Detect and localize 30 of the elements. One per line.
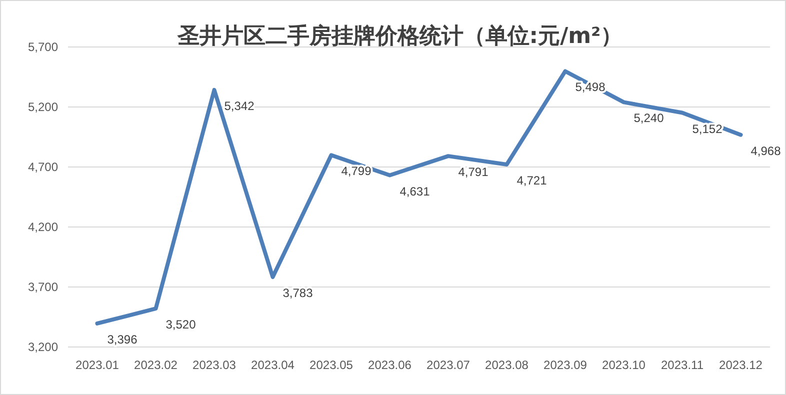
chart-title: 圣井片区二手房挂牌价格统计（单位:元/m²） xyxy=(176,23,623,49)
x-tick-label: 2023.05 xyxy=(310,358,354,372)
data-label: 3,396 xyxy=(107,332,138,346)
data-label: 4,968 xyxy=(750,144,782,158)
y-tick-label: 3,200 xyxy=(28,340,58,354)
data-label: 5,240 xyxy=(634,111,664,126)
x-tick-label: 2023.08 xyxy=(485,358,529,372)
x-tick-label: 2023.03 xyxy=(192,358,236,372)
y-tick-label: 5,200 xyxy=(28,100,58,114)
x-tick-label: 2023.01 xyxy=(76,358,120,372)
x-tick-label: 2023.10 xyxy=(602,358,646,372)
y-tick-label: 4,200 xyxy=(28,220,58,234)
x-tick-label: 2023.06 xyxy=(368,358,412,372)
data-label: 4,799 xyxy=(341,164,372,178)
data-label: 3,520 xyxy=(166,318,196,332)
y-tick-label: 3,700 xyxy=(28,280,58,294)
data-label: 4,721 xyxy=(516,173,548,188)
x-tick-label: 2023.11 xyxy=(661,358,704,372)
x-tick-label: 2023.12 xyxy=(719,358,763,372)
x-tick-label: 2023.04 xyxy=(251,358,295,372)
data-label: 5,152 xyxy=(692,122,723,136)
data-label: 4,791 xyxy=(458,165,489,180)
x-tick-label: 2023.07 xyxy=(426,358,470,372)
x-tick-label: 2023.02 xyxy=(134,358,178,372)
data-label: 3,783 xyxy=(282,286,314,300)
y-tick-label: 4,700 xyxy=(28,160,58,174)
data-label: 5,342 xyxy=(224,98,255,113)
x-tick-label: 2023.09 xyxy=(544,358,588,372)
data-label: 4,631 xyxy=(400,184,430,198)
y-tick-label: 5,700 xyxy=(28,40,58,54)
